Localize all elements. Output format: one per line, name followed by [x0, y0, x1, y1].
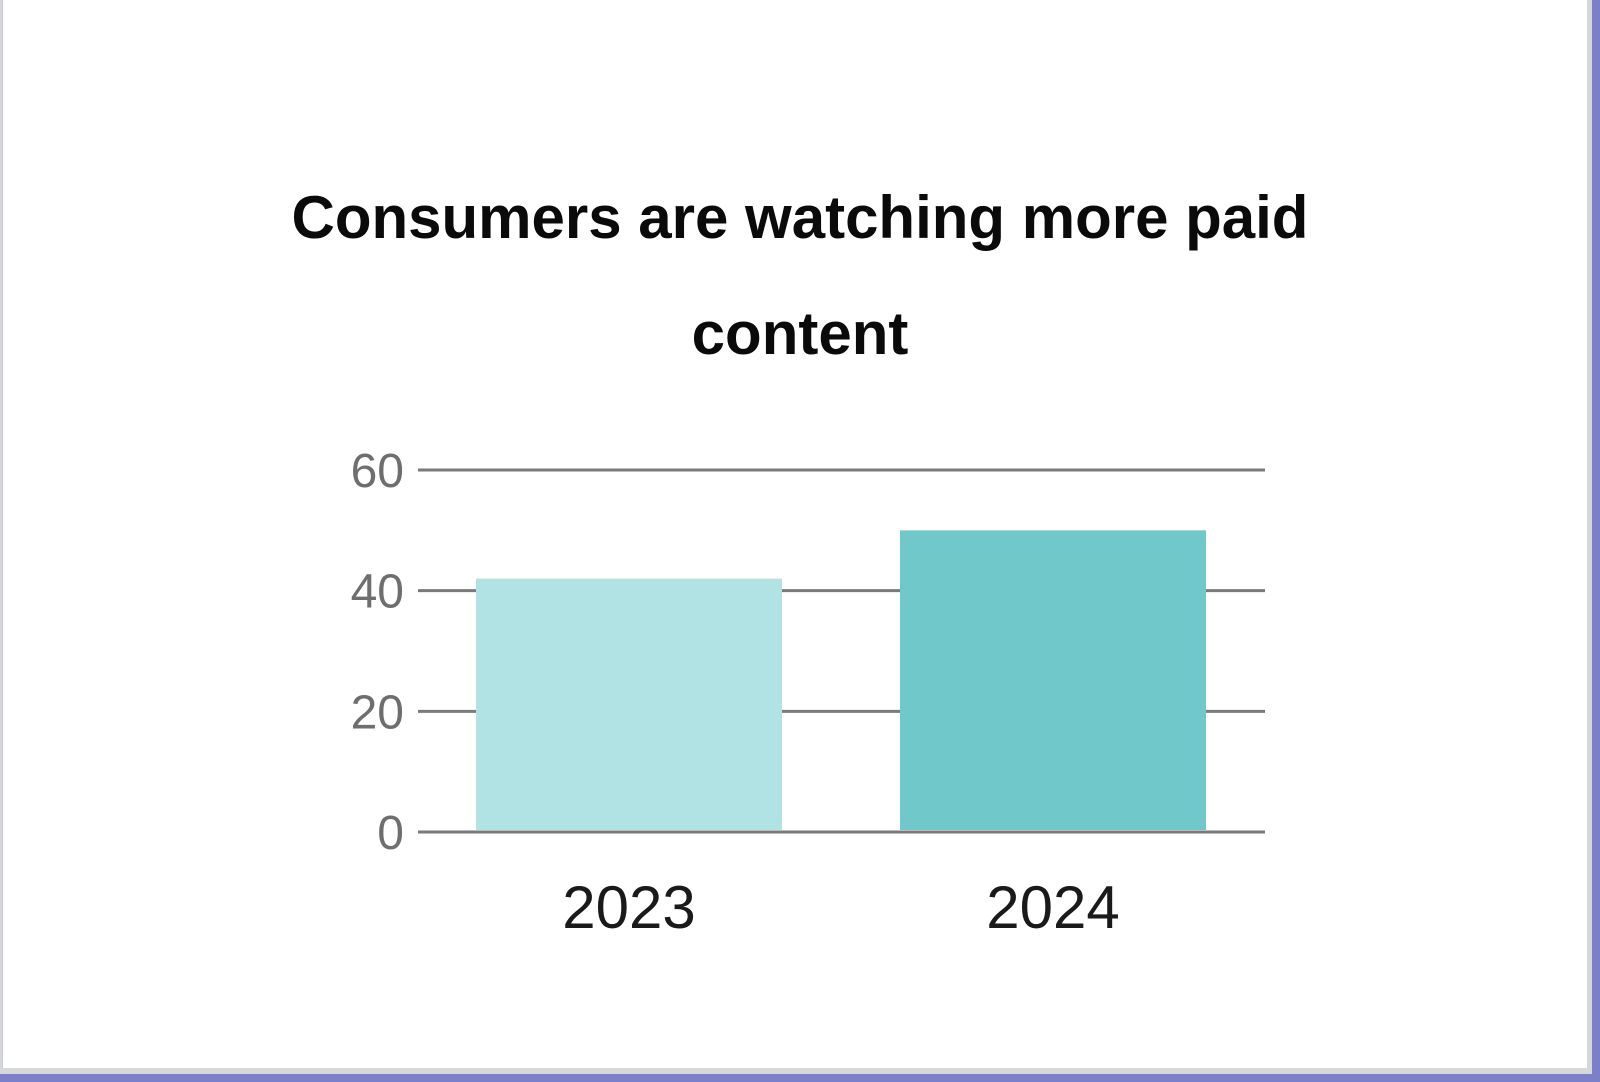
chart-title: Consumers are watching more paid content	[291, 184, 1309, 367]
bar-2024	[900, 530, 1206, 830]
bar-2023	[476, 578, 782, 830]
x-tick-label: 2023	[562, 874, 695, 941]
y-tick-label: 60	[351, 445, 404, 498]
y-tick-label: 20	[351, 686, 404, 739]
y-tick-label: 40	[351, 566, 404, 619]
y-tick-label: 0	[377, 807, 404, 860]
x-tick-label: 2024	[986, 874, 1119, 941]
chart-card	[2, 0, 1587, 1068]
